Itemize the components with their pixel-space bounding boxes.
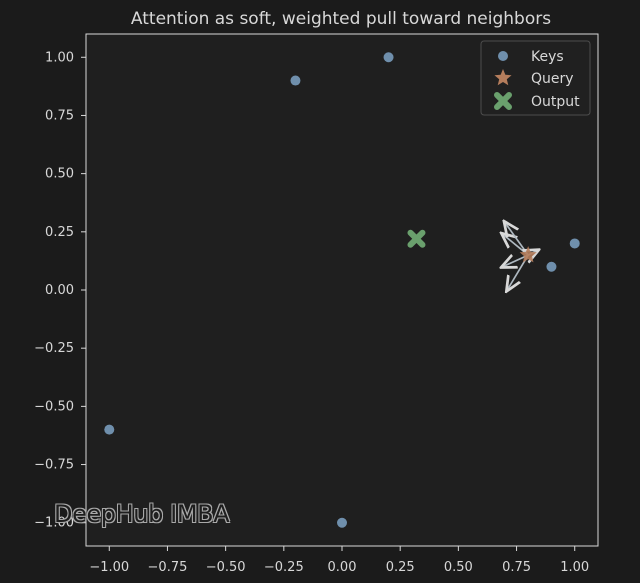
y-tick-label-1: 0.75 xyxy=(45,108,74,123)
key-point-0 xyxy=(383,52,394,63)
legend-query-marker xyxy=(494,69,512,86)
y-tick-label-2: 0.50 xyxy=(45,167,74,182)
x-tick-label-1: −0.75 xyxy=(148,560,188,575)
x-tick-label-7: 0.75 xyxy=(502,560,531,575)
query-point-0 xyxy=(519,246,537,263)
output-point-0-stroke-2 xyxy=(407,229,426,248)
legend-output-marker xyxy=(494,92,512,110)
legend-output-marker-stroke-2 xyxy=(494,92,512,110)
x-tick-label-5: 0.25 xyxy=(386,560,415,575)
x-tick-label-0: −1.00 xyxy=(89,560,129,575)
key-point-1 xyxy=(290,75,301,86)
chart-title: Attention as soft, weighted pull toward … xyxy=(131,9,551,29)
plot-layer: −1.00 −0.75 −0.50 −0.25 0.00 0.25 0.50 0.75 1.00… xyxy=(34,33,599,575)
legend: Keys Query Output xyxy=(480,40,591,116)
key-point-2 xyxy=(569,238,580,249)
y-tick-label-5: −0.25 xyxy=(34,341,74,356)
y-tick-label-7: −0.75 xyxy=(34,458,74,473)
x-tick-label-4: 0.00 xyxy=(328,560,357,575)
y-tick-label-6: −0.50 xyxy=(34,399,74,414)
key-point-5 xyxy=(337,517,347,528)
legend-label-query: Query xyxy=(531,71,574,87)
x-tick-label-8: 1.00 xyxy=(560,560,589,575)
y-tick-label-4: 0.00 xyxy=(45,283,74,298)
y-tick-label-0: 1.00 xyxy=(45,50,74,65)
x-tick-label-3: −0.25 xyxy=(264,560,304,575)
y-tick-label-8: −1.00 xyxy=(34,516,74,531)
y-tick-label-3: 0.25 xyxy=(45,225,74,240)
legend-keys-marker xyxy=(498,51,508,61)
x-tick-label-6: 0.50 xyxy=(444,560,473,575)
key-point-3 xyxy=(546,261,557,272)
legend-label-output: Output xyxy=(531,94,580,110)
output-point-0 xyxy=(407,229,426,248)
x-tick-label-2: −0.50 xyxy=(206,560,246,575)
legend-label-keys: Keys xyxy=(531,49,564,65)
attention-arrow-3 xyxy=(503,255,529,267)
legend-box: Keys Query Output xyxy=(480,40,591,116)
key-point-4 xyxy=(104,424,115,435)
